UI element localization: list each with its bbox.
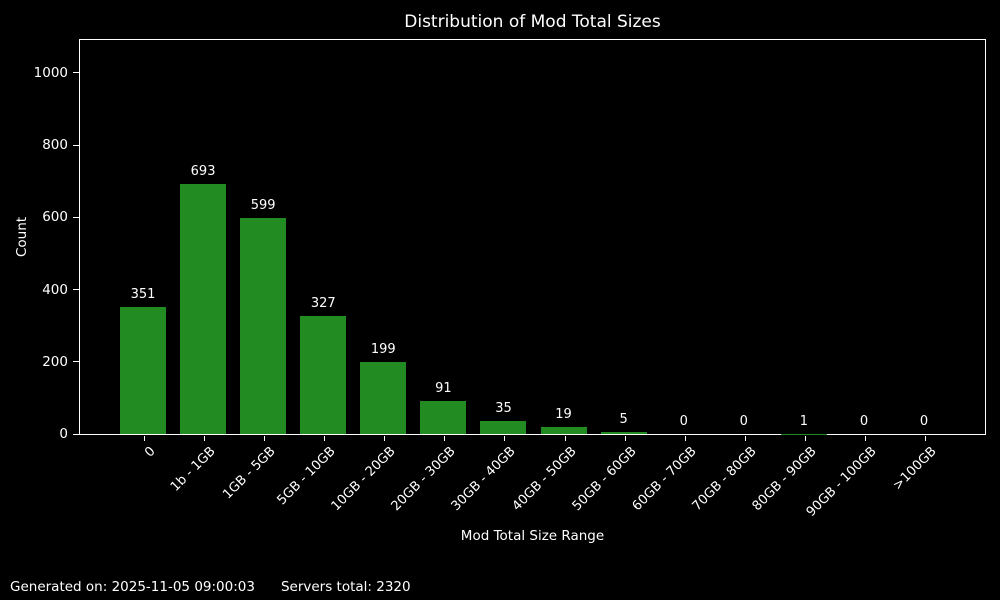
- bar-value-label: 0: [739, 414, 748, 429]
- x-tick-label: 1GB - 5GB: [220, 444, 279, 503]
- x-tick-label: 30GB - 40GB: [449, 444, 520, 515]
- x-axis-label: Mod Total Size Range: [460, 528, 605, 544]
- bar-value-label: 599: [250, 197, 276, 213]
- footer-generated-text: Generated on: 2025-11-05 09:00:03: [10, 579, 255, 595]
- y-tick-mark: [73, 361, 79, 363]
- x-tick-label: 5GB - 10GB: [274, 444, 339, 509]
- bar: [480, 421, 527, 434]
- bar-value-label: 5: [619, 412, 628, 428]
- bar-value-label: 327: [310, 295, 336, 311]
- bar: [120, 307, 166, 434]
- bar: [300, 315, 347, 434]
- bar-value-label: 35: [495, 401, 512, 417]
- y-tick-label: 200: [42, 353, 68, 370]
- x-tick-label: 1b - 1GB: [167, 444, 219, 495]
- y-tick-label: 600: [42, 209, 68, 226]
- x-tick-mark: [144, 436, 145, 441]
- bar-value-label: 0: [859, 414, 869, 429]
- x-tick-mark: [624, 436, 626, 441]
- x-tick-mark: [204, 436, 206, 441]
- bar-value-label: 0: [919, 414, 929, 429]
- chart-title: Distribution of Mod Total Sizes: [404, 12, 661, 32]
- bar: [240, 217, 287, 434]
- y-tick-mark: [73, 289, 79, 291]
- bar: [600, 432, 647, 434]
- bar: [420, 401, 467, 434]
- x-tick-mark: [925, 436, 927, 441]
- bar-value-label: 199: [370, 342, 396, 358]
- x-tick-mark: [504, 436, 506, 441]
- footer-note: Generated on: 2025-11-05 09:00:03 Servers…: [10, 579, 411, 595]
- x-tick-mark: [804, 436, 806, 441]
- bar-value-label: 1: [799, 413, 809, 429]
- x-tick-mark: [684, 436, 686, 441]
- x-tick-mark: [384, 436, 386, 441]
- x-tick-mark: [564, 436, 566, 441]
- bar: [540, 427, 587, 434]
- y-tick-mark: [73, 216, 79, 218]
- bar-value-label: 19: [555, 407, 572, 423]
- bar-value-label: 91: [435, 381, 452, 397]
- bar: [180, 183, 227, 434]
- y-tick-mark: [73, 433, 79, 435]
- y-tick-label: 1000: [33, 64, 68, 81]
- bar: [360, 362, 407, 434]
- x-tick-label: 40GB - 50GB: [509, 444, 580, 515]
- plot-area: 351 693 599 327 199 91 35 19 5 0 0 1 0 0: [79, 39, 986, 435]
- y-tick-label: 800: [42, 137, 68, 154]
- x-tick-label: >100GB: [890, 444, 940, 494]
- bar-value-label: 351: [130, 287, 156, 303]
- bar-value-label: 693: [190, 163, 216, 179]
- y-tick-mark: [73, 144, 79, 146]
- x-tick-mark: [324, 436, 326, 441]
- y-tick-label: 400: [42, 281, 68, 298]
- x-tick-label: 0: [142, 444, 159, 461]
- footer-servers-total-text: Servers total: 2320: [280, 579, 411, 595]
- x-tick-mark: [744, 436, 746, 441]
- x-tick-mark: [444, 436, 446, 441]
- x-tick-mark: [264, 436, 266, 441]
- y-tick-label: 0: [59, 426, 68, 442]
- y-tick-mark: [73, 72, 79, 74]
- bar-value-label: 0: [679, 414, 688, 429]
- x-tick-mark: [864, 436, 866, 441]
